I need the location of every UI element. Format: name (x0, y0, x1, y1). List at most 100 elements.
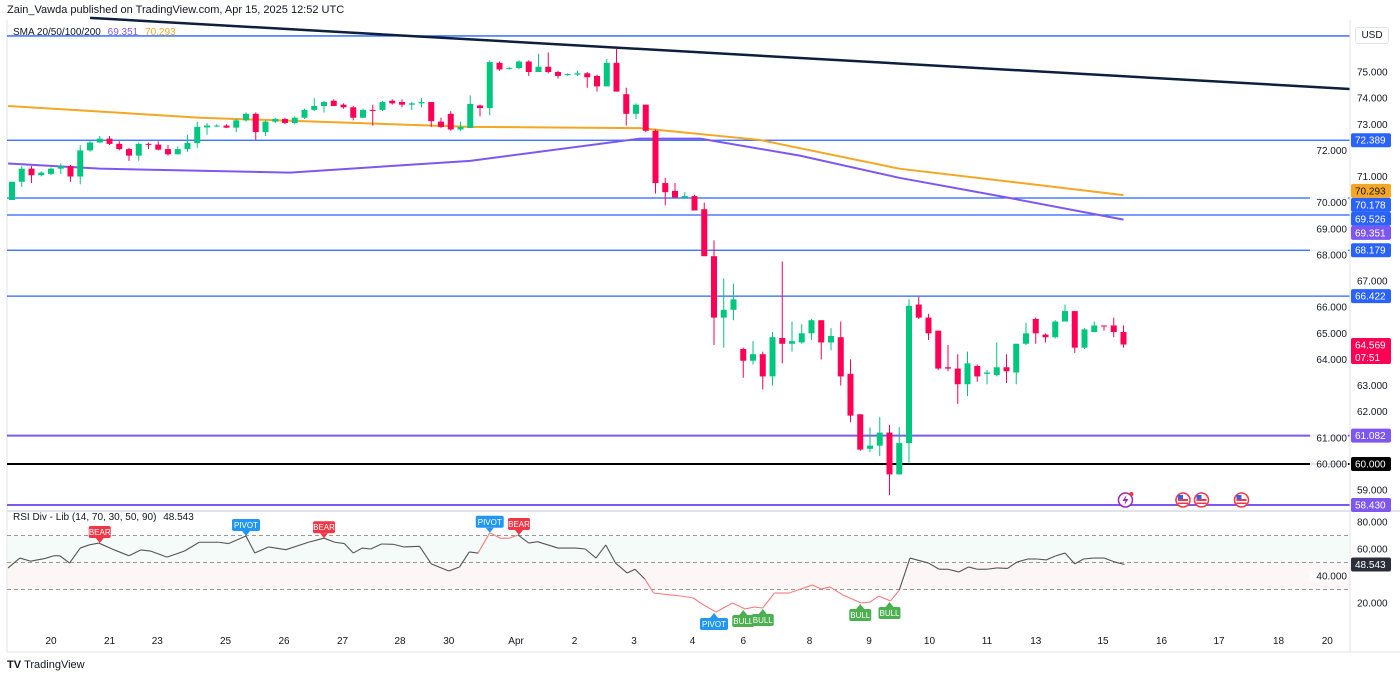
candle-body (779, 338, 786, 344)
rsi-line-segment (448, 566, 460, 572)
time-axis-label: 16 (1156, 636, 1168, 647)
time-axis-label: 27 (337, 636, 349, 647)
candle-bearish (642, 104, 649, 133)
rsi-legend-name: RSI Div - Lib (14, 70, 30, 50, 90) (13, 512, 157, 523)
candle-bearish (350, 105, 357, 121)
candle-bullish (564, 73, 571, 76)
candle-bearish (701, 202, 708, 257)
time-axis-label: 20 (1322, 636, 1334, 647)
candle-body (457, 126, 464, 130)
price-axis-tick: 71.000 (1357, 172, 1388, 183)
candle-bullish (574, 70, 581, 76)
rsi-line-segment (69, 547, 81, 564)
level-label-black: 60.000 (1355, 459, 1386, 470)
candle-bearish (126, 147, 132, 161)
candle-bullish (467, 95, 474, 129)
rsi-line-segment (268, 546, 287, 551)
price-axis-tick: 70.000 (1316, 198, 1347, 209)
candle-body (1013, 343, 1020, 373)
signal-box (313, 521, 335, 534)
flag-stripe (1236, 502, 1247, 504)
rsi-line-segment (393, 543, 405, 548)
time-axis-label: 21 (104, 636, 116, 647)
signal-box (508, 517, 530, 530)
candle-bullish (730, 283, 737, 321)
rsi-oversold-zone (7, 562, 1350, 590)
candle-bullish (272, 117, 279, 123)
rsi-line-segment (1074, 558, 1084, 565)
rsi-line-segment (682, 595, 694, 599)
lightning-glyph (1122, 495, 1129, 505)
rsi-line-segment (228, 535, 247, 545)
candle-body (1101, 325, 1107, 327)
candle-bearish (672, 183, 678, 198)
candle-bearish (545, 52, 552, 74)
level-label-bg (1351, 243, 1391, 258)
candle-body (252, 113, 259, 133)
candle-bearish (915, 296, 922, 319)
sma-legend[interactable]: SMA 20/50/100/200 69.351 70.293 (13, 27, 180, 38)
time-axis-label: 4 (690, 636, 696, 647)
candle-body (584, 73, 591, 78)
rsi-line-segment (595, 544, 607, 559)
candle-bullish (486, 60, 493, 116)
time-axis-label: 20 (45, 636, 57, 647)
signal-label: BULL (879, 609, 900, 618)
candle-body (681, 196, 688, 198)
level-label: 58.430 (1355, 500, 1386, 511)
candle-bearish (223, 124, 230, 129)
candle-bullish (993, 342, 1000, 377)
candle-body (340, 104, 347, 108)
candle-bullish (194, 121, 201, 148)
price-axis-tick: 61.000 (1316, 433, 1347, 444)
candle-bullish (535, 53, 542, 72)
candle-bearish (389, 99, 396, 105)
rsi-legend[interactable]: RSI Div - Lib (14, 70, 30, 50, 90) 48.54… (13, 512, 198, 524)
currency-button[interactable]: USD (1355, 27, 1389, 44)
candle-body (828, 335, 834, 343)
rsi-line-segment (634, 568, 646, 580)
candle-body (837, 337, 844, 377)
candle-bearish (369, 104, 376, 126)
candle-body (1032, 318, 1039, 334)
signal-box (88, 526, 111, 539)
price-axis-tick: 67.000 (1357, 277, 1388, 288)
signal-box (232, 519, 260, 532)
candle-bullish (9, 181, 15, 201)
candle-body (1042, 334, 1049, 338)
rsi-line-segment (80, 544, 90, 549)
candle-bearish (691, 194, 698, 211)
rsi-line-segment (419, 545, 432, 565)
level-label-bg (1351, 211, 1391, 226)
price-axis-tick-bg (1310, 301, 1348, 314)
signal-label: BULL (850, 611, 871, 620)
candle-bearish (584, 72, 591, 88)
flag-canton (1177, 495, 1183, 499)
price-badge: 64.569 (1355, 341, 1386, 352)
candle-bearish (340, 103, 347, 109)
rsi-line-segment (797, 584, 813, 591)
candle-bullish (633, 103, 639, 120)
rsi-line-segment (1055, 552, 1066, 557)
rsi-line-segment (459, 551, 470, 568)
flag-stripe (1196, 499, 1207, 501)
rsi-line-segment (1007, 561, 1018, 569)
rsi-line-segment (517, 534, 530, 544)
candle-bearish (711, 240, 717, 346)
candle-body (48, 168, 54, 174)
candle-bullish (408, 102, 415, 110)
rsi-line-segment (477, 532, 491, 554)
candle-body (516, 61, 522, 69)
candle-bullish (96, 136, 103, 143)
candle-body (379, 102, 386, 110)
sma-value-orange: 70.293 (145, 27, 176, 38)
time-axis-label: 13 (1030, 636, 1042, 647)
signal-arrow (515, 529, 523, 535)
tradingview-logo[interactable]: TV TradingView (7, 659, 85, 671)
signal-label: BEAR (313, 523, 335, 532)
rsi-line-segment (30, 557, 46, 562)
candle-bearish (496, 61, 503, 71)
candle-body (174, 149, 181, 155)
signal-box (475, 515, 504, 528)
